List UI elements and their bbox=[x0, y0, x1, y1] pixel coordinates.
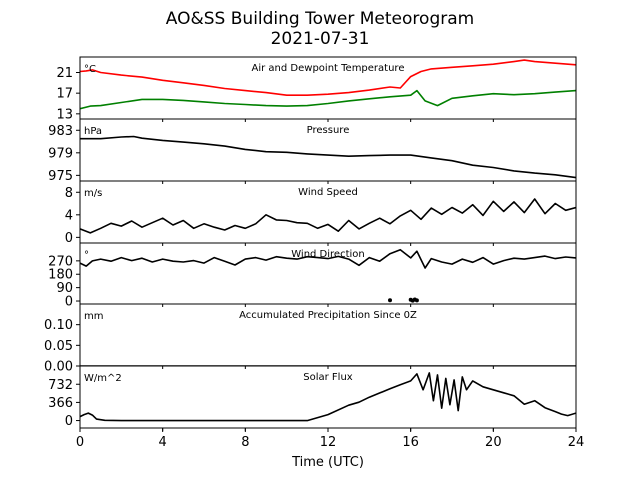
panel-2-unit: hPa bbox=[84, 126, 102, 137]
x-axis: 0 4 8 12 16 20 24 bbox=[76, 428, 584, 450]
panel-2-title: Pressure bbox=[307, 125, 350, 136]
panel-2-ytick-label: 983 bbox=[48, 124, 73, 139]
x-axis-tick-label: 16 bbox=[402, 435, 419, 450]
x-axis-tick-label: 24 bbox=[568, 435, 585, 450]
x-axis-tick-label: 8 bbox=[241, 435, 249, 450]
panel-2-ytick-label: 979 bbox=[48, 146, 73, 161]
panel-6: 0 366 732 W/m^2 Solar Flux bbox=[48, 365, 577, 431]
panel-3: 0 4 8 m/s Wind Speed bbox=[65, 180, 577, 246]
chart-title-line2: 2021-07-31 bbox=[271, 29, 370, 49]
panel-4-outlier-point bbox=[414, 298, 419, 303]
x-axis-tick-label: 20 bbox=[485, 435, 502, 450]
panel-1: 13 17 21 °C Air and Dewpoint Temperature bbox=[56, 56, 577, 122]
panel-5-ytick-label: 0.05 bbox=[44, 339, 73, 354]
panel-6-ytick-label: 732 bbox=[48, 378, 73, 393]
panel-4-ytick-label: 180 bbox=[48, 268, 73, 283]
panel-6-unit: W/m^2 bbox=[84, 373, 122, 384]
panel-1-ytick-label: 13 bbox=[56, 107, 73, 122]
panel-6-ytick-label: 366 bbox=[48, 396, 73, 411]
panel-3-title: Wind Speed bbox=[298, 187, 358, 198]
panel-4-outlier-point bbox=[388, 298, 392, 303]
x-axis-label: Time (UTC) bbox=[291, 455, 364, 470]
panel-5-ytick-label: 0.00 bbox=[44, 360, 73, 375]
panel-6-title: Solar Flux bbox=[303, 372, 353, 383]
panel-3-ytick-label: 4 bbox=[65, 208, 73, 223]
panel-5-title: Accumulated Precipitation Since 0Z bbox=[239, 310, 417, 321]
panel-1-ytick-label: 17 bbox=[56, 87, 73, 102]
panel-3-series-1 bbox=[80, 198, 576, 234]
panel-6-series-1 bbox=[80, 372, 576, 422]
panel-4-ytick-label: 0 bbox=[65, 295, 73, 310]
panel-4-unit: ° bbox=[84, 250, 89, 261]
panel-4-series-1 bbox=[80, 248, 576, 269]
panel-3-ytick-label: 0 bbox=[65, 231, 73, 246]
panel-5-ytick-label: 0.10 bbox=[44, 318, 73, 333]
chart-title-line1: AO&SS Building Tower Meteorogram bbox=[166, 9, 474, 29]
panel-1-ytick-label: 21 bbox=[56, 66, 73, 81]
panel-1-series-1 bbox=[80, 59, 576, 96]
panel-1-series-2 bbox=[80, 89, 576, 110]
x-axis-tick-label: 0 bbox=[76, 435, 84, 450]
panel-3-unit: m/s bbox=[84, 188, 102, 199]
x-axis-tick-label: 4 bbox=[159, 435, 167, 450]
panel-1-title: Air and Dewpoint Temperature bbox=[252, 63, 405, 74]
panel-2-ytick-label: 975 bbox=[48, 169, 73, 184]
panel-2: 975 979 983 hPa Pressure bbox=[48, 118, 577, 184]
panel-1-unit: °C bbox=[84, 64, 96, 75]
x-axis-tick-label: 12 bbox=[320, 435, 337, 450]
panel-5: 0.00 0.05 0.10 mm Accumulated Precipitation … bbox=[44, 303, 577, 375]
panel-2-series-1 bbox=[80, 135, 576, 179]
panel-6-ytick-label: 0 bbox=[65, 414, 73, 429]
panel-4-ytick-label: 90 bbox=[56, 281, 73, 296]
panel-4-ytick-label: 270 bbox=[48, 254, 73, 269]
panel-4-title: Wind Direction bbox=[291, 249, 365, 260]
panel-5-unit: mm bbox=[84, 311, 103, 322]
panel-3-ytick-label: 8 bbox=[65, 186, 73, 201]
